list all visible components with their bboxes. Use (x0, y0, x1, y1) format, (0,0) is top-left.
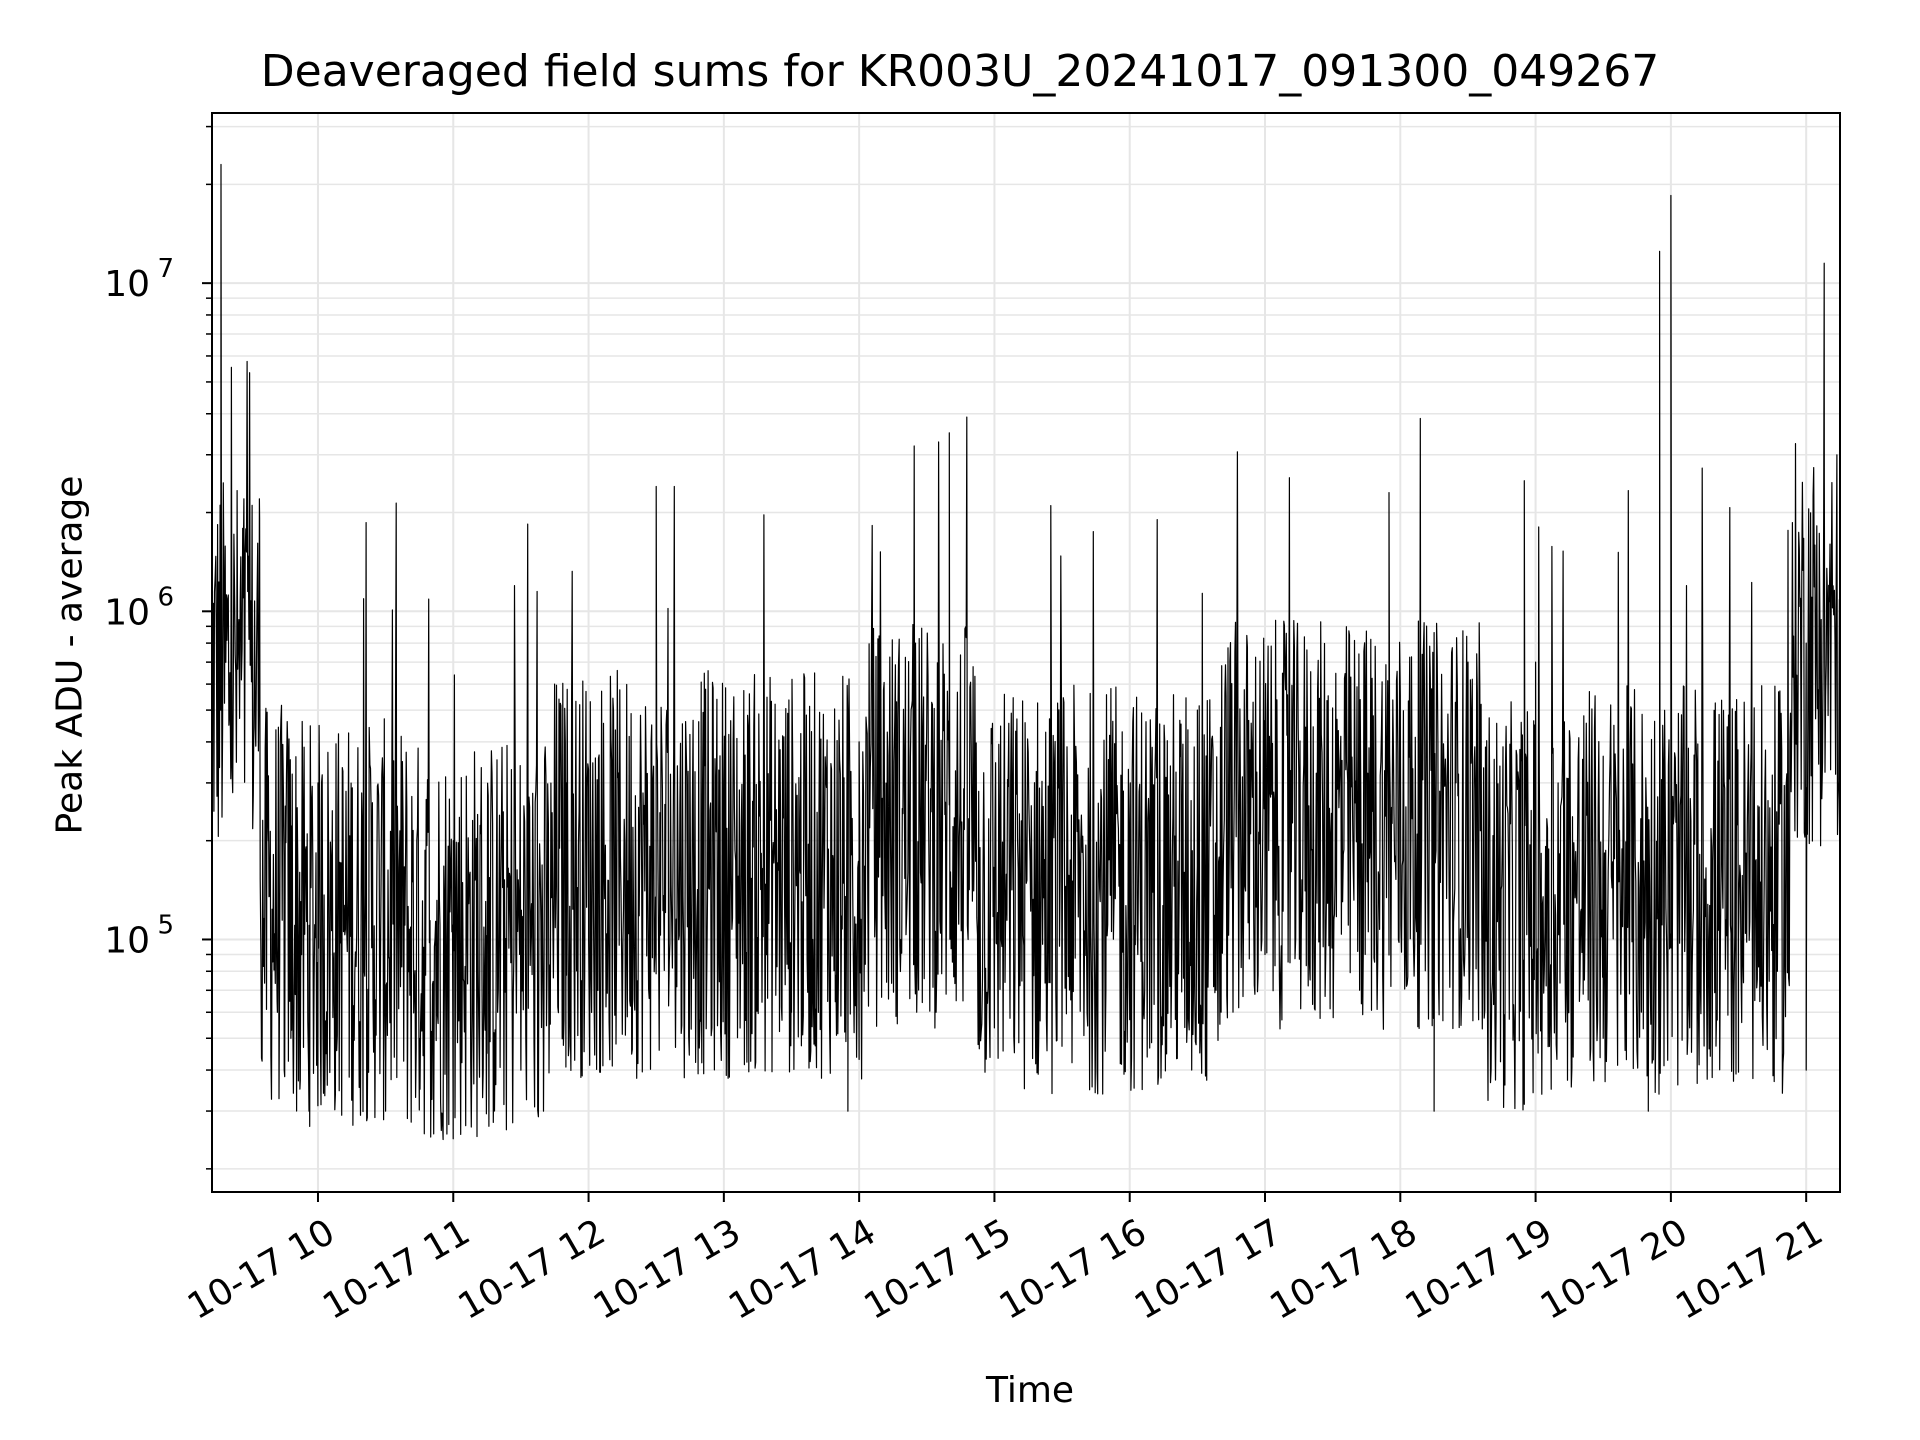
plot-frame (211, 112, 1841, 1193)
series-line (212, 163, 1840, 1141)
y-tick-exponent: 7 (157, 254, 174, 284)
y-tick-label: 10 (104, 264, 150, 305)
y-tick-exponent: 6 (157, 582, 174, 612)
series-path (212, 163, 1840, 1141)
y-tick-label: 10 (104, 920, 150, 961)
y-tick-exponent: 5 (157, 910, 174, 940)
x-axis-label: Time (985, 1370, 1075, 1411)
chart-title: Deaveraged field sums for KR003U_2024101… (260, 46, 1660, 97)
y-axis-label: Peak ADU - average (49, 475, 91, 835)
y-tick-label: 10 (104, 592, 150, 633)
